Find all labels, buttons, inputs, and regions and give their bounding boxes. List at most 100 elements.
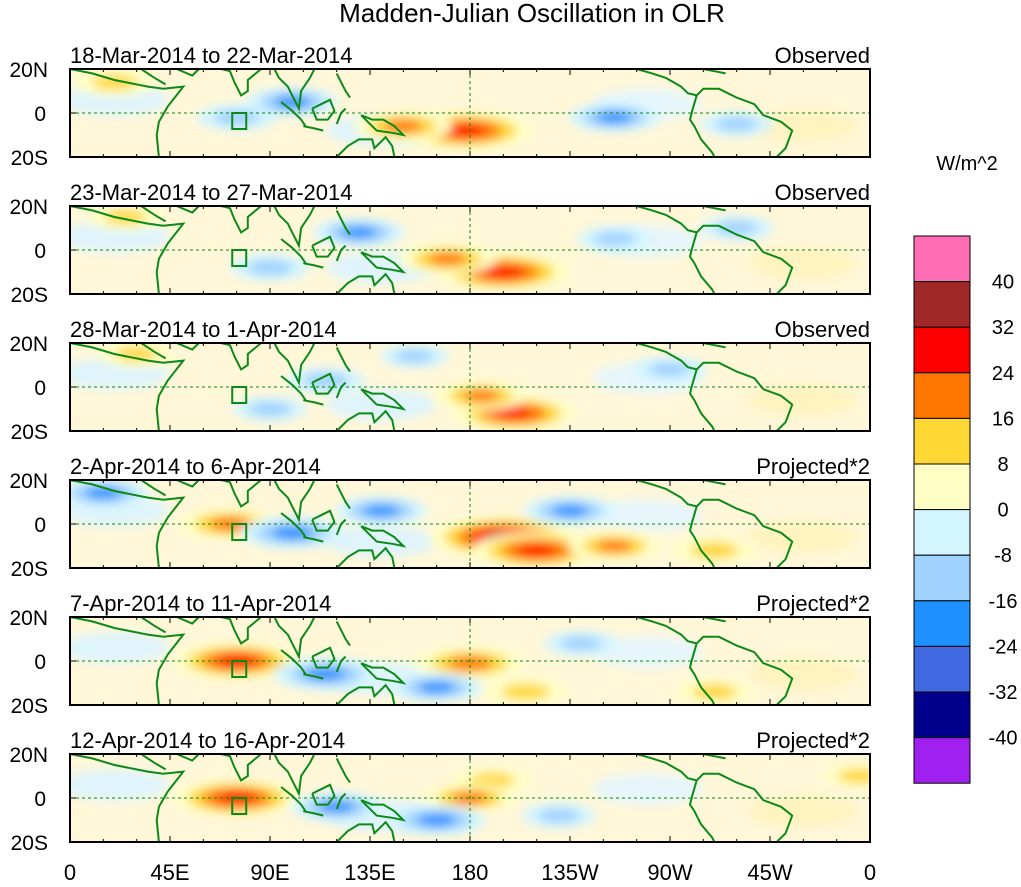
colorbar-level-label: 40 <box>992 272 1014 294</box>
map-panels: 20N 0 20S 18-Mar-2014 to 22-Mar-2014 Observe… <box>9 43 871 855</box>
coastline <box>695 87 794 157</box>
anomaly-contour <box>418 681 455 694</box>
panel-period-label: 23-Mar-2014 to 27-Mar-2014 <box>70 180 352 205</box>
anomaly-contour <box>247 260 293 276</box>
coastline <box>636 69 697 97</box>
anomaly-contour <box>417 813 456 827</box>
coastline <box>311 646 336 669</box>
x-tick-label: 90W <box>647 860 692 885</box>
coastline <box>273 480 316 523</box>
colorbar-swatch <box>913 417 971 465</box>
anomaly-contour <box>593 231 636 247</box>
colorbar-swatch <box>913 281 971 328</box>
coastline <box>273 206 316 249</box>
x-tick-label: 90E <box>250 860 289 885</box>
coastline <box>695 224 794 294</box>
colorbar-level-label: 8 <box>997 454 1008 476</box>
anomaly-contour <box>596 111 633 124</box>
anomaly-contour <box>115 346 158 362</box>
coastline <box>70 480 186 568</box>
anomaly-contour <box>271 526 313 540</box>
coastline <box>636 206 697 234</box>
anomaly-contour <box>649 362 691 377</box>
y-tick-label: 20S <box>11 695 48 718</box>
coastline <box>273 617 316 660</box>
coastline <box>688 95 716 157</box>
colorbar-level-label: -8 <box>994 545 1012 567</box>
panel-period-label: 7-Apr-2014 to 11-Apr-2014 <box>70 591 331 616</box>
coastline <box>335 135 396 157</box>
panel-status-label: Projected*2 <box>756 728 870 753</box>
y-tick-label: 20S <box>11 558 48 581</box>
weak-anomaly-region <box>748 110 859 143</box>
anomaly-contour <box>209 517 251 531</box>
y-tick-label: 0 <box>34 377 46 400</box>
colorbar-swatch <box>913 326 971 374</box>
weak-anomaly-region <box>70 768 170 801</box>
coastline <box>688 369 716 431</box>
coastline <box>335 409 396 431</box>
y-tick-label: 0 <box>34 788 46 811</box>
colorbar-level-label: -24 <box>989 636 1018 658</box>
anomaly-contour <box>448 656 492 670</box>
coastline <box>176 754 200 762</box>
colorbar-units-label: W/m^2 <box>936 153 998 175</box>
map-panel: 20N 0 20S 18-Mar-2014 to 22-Mar-2014 Observe… <box>9 43 871 170</box>
weak-anomaly-region <box>592 499 703 532</box>
coastline <box>303 536 324 543</box>
y-tick-label: 0 <box>34 514 46 537</box>
anomaly-contour <box>551 505 589 517</box>
coastline <box>311 783 336 806</box>
coastline <box>636 343 697 371</box>
colorbar-level-label: 32 <box>992 317 1014 339</box>
coastline <box>220 754 262 782</box>
coastline <box>303 399 324 406</box>
anomaly-contour <box>274 96 311 108</box>
colorbar: 40 32 24 16 8 0 -8 -16 -24 -32 -40 <box>913 235 1018 784</box>
coastline <box>688 780 716 842</box>
anomaly-contour <box>596 540 633 552</box>
x-tick-label: 135W <box>541 860 599 885</box>
coastline <box>360 525 407 548</box>
coastline <box>140 617 167 634</box>
anomaly-contour <box>462 390 500 402</box>
y-tick-label: 20N <box>9 744 48 767</box>
coastline <box>176 206 200 214</box>
map-panel: 20N 0 20S 28-Mar-2014 to 1-Apr-2014 Observed <box>9 317 871 444</box>
panel-status-label: Observed <box>775 317 870 342</box>
anomaly-contour <box>691 684 738 700</box>
weak-anomaly-region <box>748 658 859 691</box>
coastline <box>140 69 167 86</box>
colorbar-swatch <box>913 463 971 511</box>
anomaly-contour <box>85 487 122 499</box>
coastline <box>636 617 697 645</box>
panel-status-label: Projected*2 <box>756 591 870 616</box>
coastline <box>636 480 697 508</box>
map-panel: 20N 0 20S 7-Apr-2014 to 11-Apr-2014 Projecte… <box>9 591 871 718</box>
anomaly-contour <box>837 768 870 784</box>
map-panel: 20N 0 20S 2-Apr-2014 to 6-Apr-2014 Projected… <box>9 454 871 581</box>
coastline <box>360 251 407 274</box>
coastline <box>695 361 794 431</box>
colorbar-level-label: 0 <box>997 500 1008 522</box>
weak-anomaly-region <box>70 631 170 664</box>
weak-anomaly-region <box>748 521 859 554</box>
chart-title: Madden-Julian Oscillation in OLR <box>339 0 725 28</box>
anomaly-contour <box>715 116 758 132</box>
coastline <box>280 512 307 538</box>
colorbar-swatch <box>913 737 971 784</box>
anomaly-contour <box>537 808 580 823</box>
coastline <box>636 754 697 782</box>
x-tick-label: 45W <box>747 860 792 885</box>
coastline <box>303 810 324 817</box>
anomaly-contour <box>560 636 603 651</box>
y-tick-label: 20N <box>9 196 48 219</box>
y-tick-label: 0 <box>34 240 46 263</box>
coastline <box>220 206 262 234</box>
coastline <box>303 673 324 680</box>
anomaly-contour <box>445 124 486 137</box>
panel-status-label: Observed <box>775 180 870 205</box>
coastline <box>280 101 307 127</box>
anomaly-contour <box>384 120 423 133</box>
panel-status-label: Projected*2 <box>756 454 870 479</box>
